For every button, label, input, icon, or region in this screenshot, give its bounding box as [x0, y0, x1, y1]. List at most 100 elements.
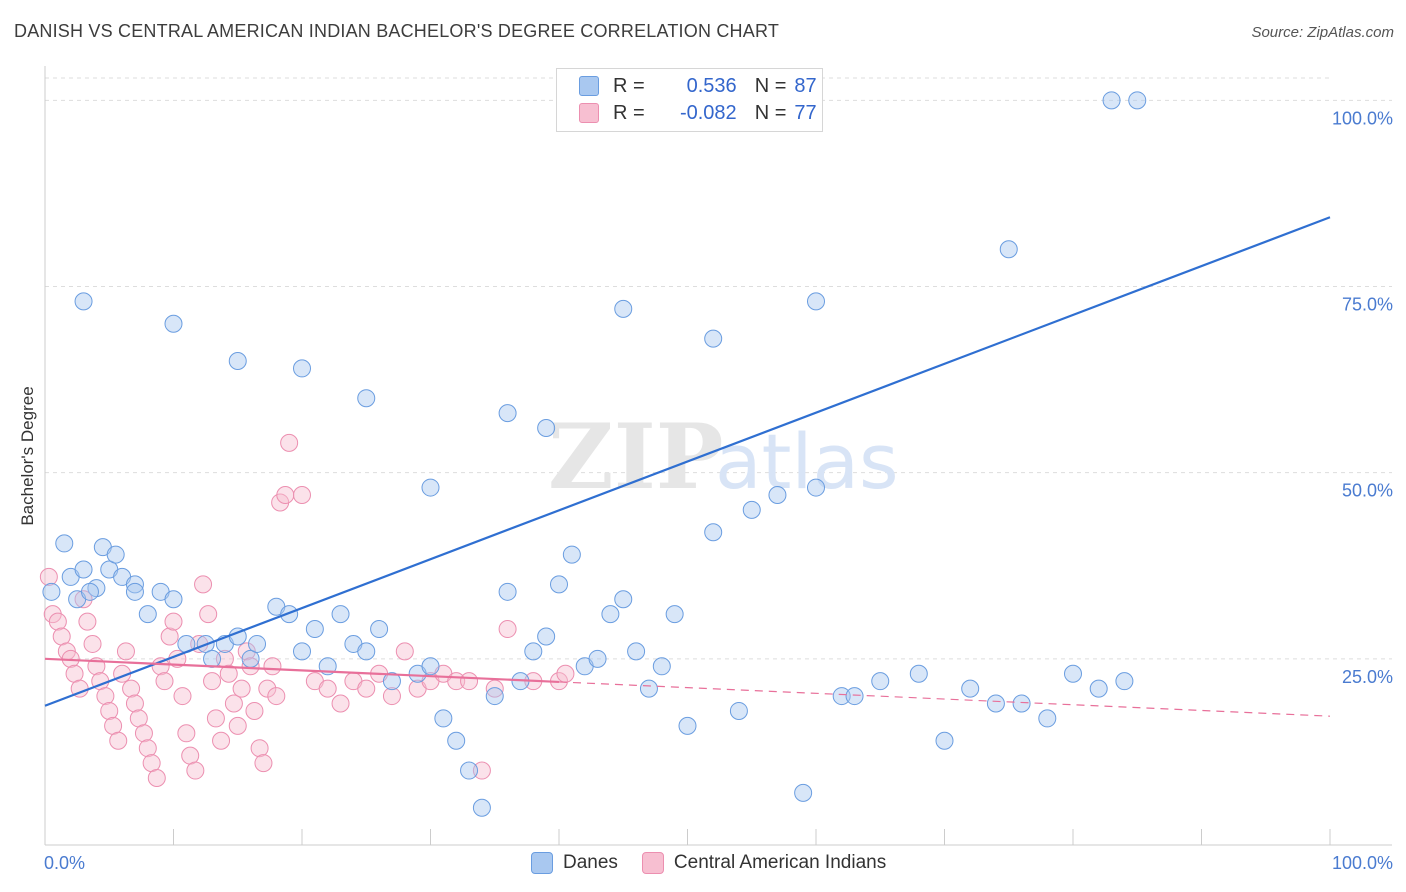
series-legend: Danes Central American Indians — [531, 852, 910, 874]
legend-row-danes: R = 0.536 N = 87 — [579, 74, 817, 98]
cai-point — [498, 620, 517, 639]
danes-point — [498, 582, 517, 601]
cai-point — [164, 612, 183, 631]
axes — [44, 66, 1392, 846]
cai-point — [199, 605, 218, 624]
danes-point — [164, 314, 183, 333]
cai-point — [472, 761, 491, 780]
legend-r-label: R = — [613, 101, 645, 124]
cai-point — [267, 687, 286, 706]
danes-point — [614, 299, 633, 318]
danes-point — [614, 590, 633, 609]
danes-point — [74, 292, 93, 311]
danes-point — [1064, 664, 1082, 683]
danes-point — [562, 545, 581, 564]
y-tick-label: 50.0% — [1342, 481, 1393, 501]
danes-point — [305, 620, 324, 639]
legend-r-label: R = — [613, 74, 645, 97]
y-tick-label: 75.0% — [1342, 295, 1393, 315]
watermark-zip: ZIP — [548, 404, 723, 510]
cai-point — [194, 575, 213, 594]
danes-point — [447, 731, 466, 750]
cai-point — [219, 664, 238, 683]
cai-point — [395, 642, 414, 661]
danes-point — [106, 545, 125, 564]
danes-point — [357, 389, 376, 408]
y-tick-label: 25.0% — [1342, 667, 1393, 687]
danes-point — [961, 679, 980, 698]
danes-point — [588, 649, 607, 668]
danes-point — [639, 679, 658, 698]
cai-point — [357, 679, 376, 698]
danes-point — [421, 478, 440, 497]
cai-point — [151, 657, 170, 676]
series-danes-points — [42, 91, 1147, 817]
danes-point — [999, 240, 1018, 259]
danes-point — [125, 582, 144, 601]
y-tick-labels: 25.0% 50.0% 75.0% 100.0% — [1332, 108, 1393, 686]
danes-point — [1102, 91, 1121, 110]
cai-trend-line-extension — [558, 681, 1331, 717]
legend-row-cai: R = -0.082 N = 77 — [579, 101, 817, 125]
cai-point — [258, 679, 277, 698]
danes-point — [485, 687, 504, 706]
danes-point — [550, 575, 568, 594]
cai-point — [39, 567, 58, 586]
danes-point — [627, 642, 646, 661]
cai-point — [109, 731, 128, 750]
cai-point — [116, 642, 135, 661]
x-tick-label: 100.0% — [1332, 853, 1393, 873]
cai-point — [331, 694, 350, 713]
cai-point — [382, 687, 401, 706]
legend-item-danes: Danes — [531, 852, 618, 874]
danes-point — [434, 709, 453, 728]
cai-point — [250, 739, 269, 758]
danes-trend-line — [44, 216, 1331, 707]
cai-point — [232, 679, 251, 698]
danes-point — [55, 534, 74, 553]
danes-point — [909, 664, 928, 683]
danes-point — [138, 605, 157, 624]
cai-point — [276, 486, 295, 505]
danes-point — [871, 672, 890, 691]
legend-r-value: 0.536 — [686, 74, 737, 97]
legend-r-value: -0.082 — [679, 101, 737, 124]
cai-point — [224, 694, 243, 713]
cai-point — [177, 724, 196, 743]
danes-point — [1128, 91, 1147, 110]
danes-point — [665, 605, 684, 624]
cai-point — [100, 701, 119, 720]
danes-point — [524, 642, 543, 661]
cai-point — [460, 672, 479, 691]
danes-point — [498, 404, 517, 423]
cai-point — [241, 657, 260, 676]
cai-point — [212, 731, 231, 750]
legend-item-cai: Central American Indians — [641, 852, 886, 874]
cai-point — [134, 724, 153, 743]
legend-label-danes: Danes — [563, 852, 618, 873]
legend-n-value: 77 — [794, 101, 817, 124]
danes-point — [986, 694, 1005, 713]
danes-point — [704, 329, 723, 348]
grid-lines — [45, 77, 1392, 660]
cai-point — [245, 701, 264, 720]
cai-point — [186, 761, 205, 780]
cai-point — [280, 433, 299, 452]
legend-swatch-danes — [531, 852, 553, 874]
legend-n-value: 87 — [794, 74, 817, 97]
watermark: ZIP atlas — [548, 404, 899, 510]
series-cai-points — [39, 433, 575, 787]
danes-point — [357, 642, 376, 661]
danes-point — [80, 582, 99, 601]
danes-point — [293, 359, 311, 378]
danes-point — [1089, 679, 1108, 698]
trend-lines — [44, 216, 1331, 717]
danes-point — [935, 731, 954, 750]
danes-point — [537, 418, 556, 437]
danes-point — [280, 605, 299, 624]
legend-n-label: N = — [754, 101, 787, 124]
chart-title: DANISH VS CENTRAL AMERICAN INDIAN BACHEL… — [14, 21, 780, 41]
cai-point — [173, 687, 192, 706]
legend-n-label: N = — [754, 74, 787, 97]
danes-point — [537, 627, 556, 646]
